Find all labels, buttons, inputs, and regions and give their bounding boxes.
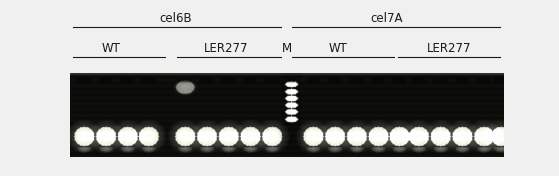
Text: LER277: LER277 <box>427 42 471 55</box>
Text: WT: WT <box>102 42 121 55</box>
Text: cel6B: cel6B <box>160 12 192 25</box>
Text: LER277: LER277 <box>203 42 248 55</box>
Text: cel7A: cel7A <box>370 12 402 25</box>
Text: M: M <box>281 42 292 55</box>
Text: WT: WT <box>329 42 348 55</box>
